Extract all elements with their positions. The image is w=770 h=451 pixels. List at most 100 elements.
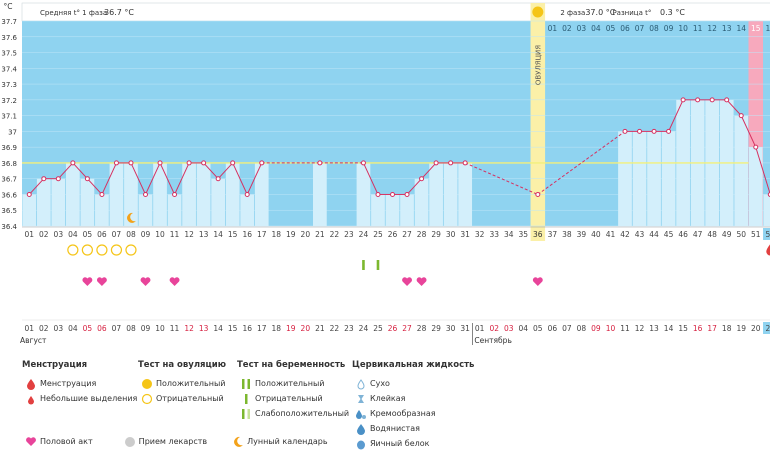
phase2-day-label: 12 — [707, 24, 717, 33]
date-label: 06 — [548, 324, 558, 333]
heart-icon — [532, 277, 543, 286]
temp-line-segment — [72, 162, 88, 180]
date-label: 26 — [388, 324, 398, 333]
ovulation-test-negative-icon — [81, 244, 93, 256]
temp-point — [259, 160, 265, 166]
phase2-day-label: 01 — [548, 24, 558, 33]
temp-point — [215, 176, 221, 182]
cycle-day-label: 30 — [446, 230, 456, 239]
sun-icon — [532, 6, 544, 18]
y-axis-label: °C — [4, 2, 13, 11]
cycle-day-label: 44 — [649, 230, 659, 239]
date-label: 08 — [126, 324, 136, 333]
phase2-day-label: 06 — [620, 24, 630, 33]
legend-item: Лунный календарь — [247, 437, 328, 446]
ovulation-column — [530, 3, 546, 241]
temp-point — [433, 160, 439, 166]
legend-title: Тест на беременность — [237, 360, 346, 370]
phase2-day-label: 09 — [664, 24, 674, 33]
temp-bar — [109, 162, 124, 226]
temp-line-segment — [740, 115, 757, 148]
pregnancy-test-icon — [376, 260, 380, 270]
cycle-day-label: 43 — [635, 230, 645, 239]
temp-point — [143, 191, 149, 197]
y-tick-label: 37.7 — [1, 18, 17, 26]
watery-icon — [352, 423, 370, 435]
date-label: 04 — [519, 324, 529, 333]
cycle-day-label: 38 — [562, 230, 572, 239]
temp-bar — [153, 162, 167, 226]
cycle-day-label: 48 — [707, 230, 717, 239]
y-tick-label: 37.2 — [1, 97, 17, 105]
y-tick-label: 36.7 — [1, 176, 17, 184]
dry-icon — [352, 378, 370, 390]
temp-point — [695, 97, 701, 103]
temp-point — [172, 191, 178, 197]
heart-icon — [96, 277, 107, 286]
legend-item: Положительный — [156, 379, 226, 388]
phase2-day-label: 13 — [722, 24, 732, 33]
temp-point — [244, 191, 250, 197]
cycle-day-label: 06 — [97, 230, 107, 239]
cycle-day-label: 45 — [664, 230, 674, 239]
temp-bar — [443, 162, 458, 226]
cycle-day-label: 35 — [519, 230, 529, 239]
cycle-day-label: 42 — [620, 230, 630, 239]
date-label: 27 — [402, 324, 412, 333]
cycle-day-label: 15 — [228, 230, 238, 239]
date-label: 25 — [373, 324, 383, 333]
circle-outline-icon — [138, 393, 156, 405]
legend-menstruation: Менструация Менструация Небольшие выделе… — [22, 360, 137, 406]
cycle-day-label: 20 — [301, 230, 311, 239]
temp-bar — [36, 178, 51, 226]
date-label: 08 — [577, 324, 587, 333]
date-label: 20 — [301, 324, 311, 333]
pill-icon — [121, 436, 139, 448]
heart-icon — [82, 277, 93, 286]
legend-item: Яичный белок — [370, 439, 430, 448]
legend-item: Небольшие выделения — [40, 394, 138, 403]
temp-point — [157, 160, 163, 166]
phase2-day-label: 02 — [562, 24, 572, 33]
temp-point — [637, 128, 643, 134]
phase2-day-label: 04 — [591, 24, 601, 33]
heart-icon — [22, 436, 40, 447]
legend-item: Сухо — [370, 379, 390, 388]
heart-icon — [416, 277, 427, 286]
cycle-day-label: 23 — [344, 230, 354, 239]
temp-point — [622, 128, 628, 134]
cycle-day-label: 07 — [112, 230, 122, 239]
phase2-day-label: 14 — [736, 24, 746, 33]
temp-line-segment — [87, 178, 103, 195]
temp-line-segment — [363, 162, 379, 195]
date-label: 28 — [417, 324, 427, 333]
cycle-day-label: 33 — [489, 230, 499, 239]
date-label: 16 — [242, 324, 252, 333]
single-bar-icon — [237, 393, 255, 405]
sun-icon — [138, 378, 156, 390]
legend-item: Положительный — [255, 379, 325, 388]
temp-point — [404, 191, 410, 197]
temp-point — [128, 160, 134, 166]
month-label: Август — [20, 336, 47, 345]
temp-bar — [661, 131, 676, 226]
menstruation-drop-icon — [766, 244, 770, 256]
legend-pregnancy-test: Тест на беременность Положительный Отриц… — [237, 360, 349, 421]
temp-point — [651, 128, 657, 134]
temp-bar — [254, 162, 269, 226]
cycle-day-label: 12 — [184, 230, 194, 239]
temp-line-segment — [203, 162, 219, 180]
temp-line-segment — [57, 162, 74, 180]
temp-line-segment — [464, 162, 539, 195]
date-label: 17 — [257, 324, 267, 333]
cycle-day-label: 37 — [548, 230, 558, 239]
legend-item: Слабоположительный — [255, 409, 350, 418]
phase2-day-label: 16 — [766, 24, 770, 33]
temp-point — [419, 176, 425, 182]
double-bar-icon — [237, 378, 255, 390]
date-label: 22 — [330, 324, 340, 333]
cycle-day-label: 32 — [475, 230, 485, 239]
phase2-day-label: 05 — [606, 24, 616, 33]
date-label: 31 — [460, 324, 470, 333]
legend-ovulation-test: Тест на овуляцию Положительный Отрицател… — [138, 360, 226, 406]
